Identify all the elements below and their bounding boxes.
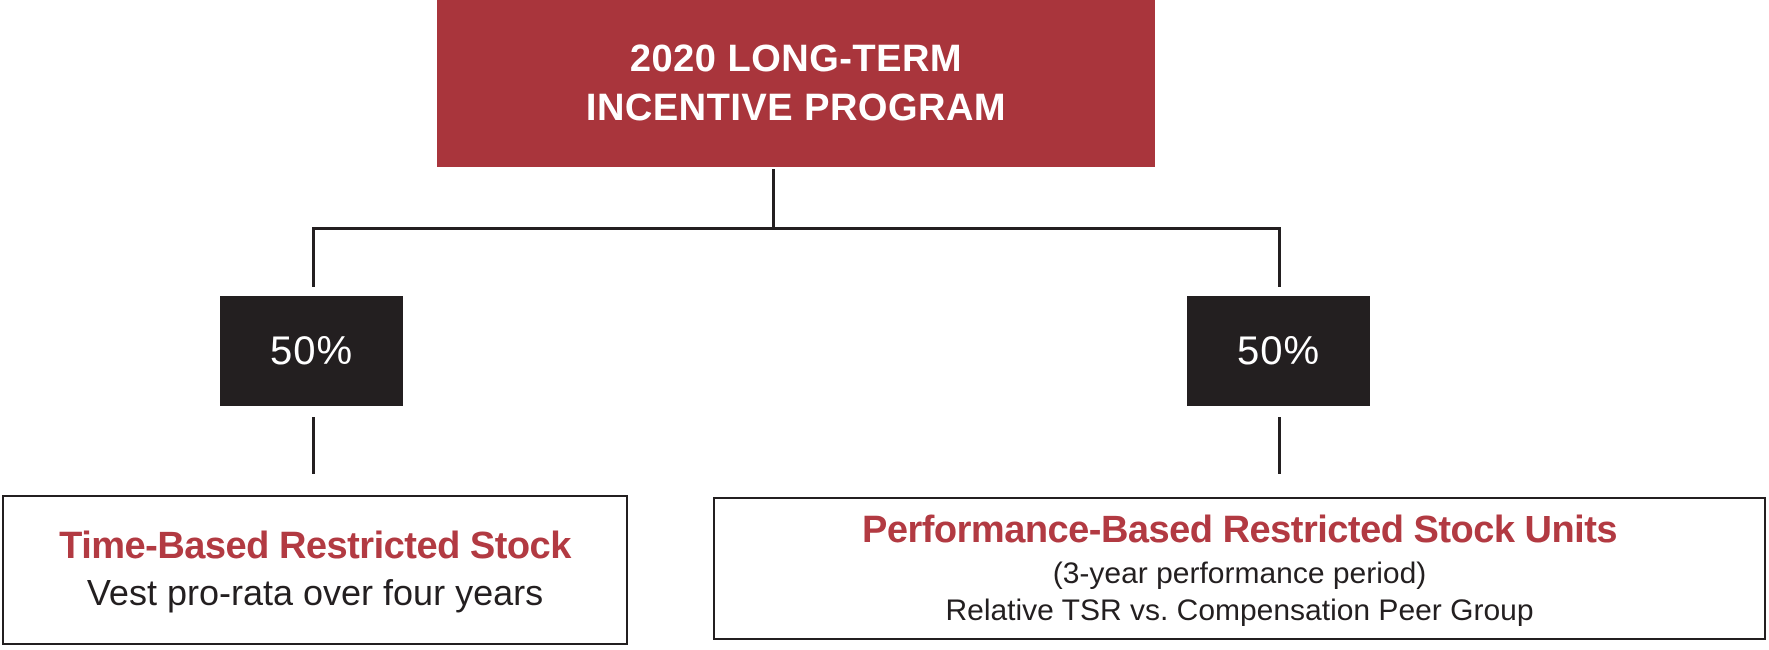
root-node-long-term-incentive-program: 2020 LONG-TERM INCENTIVE PROGRAM [437, 0, 1155, 167]
right-percent-label: 50% [1236, 328, 1321, 373]
time-based-subtitle: Vest pro-rata over four years [86, 572, 544, 614]
root-title-line-2: INCENTIVE PROGRAM [585, 86, 1007, 129]
connector-root-vertical [772, 169, 775, 227]
connector-right-lower-vertical [1278, 417, 1281, 474]
performance-period-subtitle: (3-year performance period) [1052, 556, 1427, 590]
connector-left-upper-vertical [312, 229, 315, 287]
root-title-line-1: 2020 LONG-TERM [629, 37, 963, 80]
performance-based-rsu-node: Performance-Based Restricted Stock Units… [713, 497, 1766, 640]
left-percent-node: 50% [220, 296, 403, 406]
time-based-title: Time-Based Restricted Stock [59, 524, 571, 567]
connector-right-upper-vertical [1278, 229, 1281, 287]
performance-based-title: Performance-Based Restricted Stock Units [861, 509, 1618, 552]
connector-horizontal-branch [312, 227, 1281, 230]
time-based-restricted-stock-node: Time-Based Restricted Stock Vest pro-rat… [2, 495, 628, 645]
relative-tsr-subtitle: Relative TSR vs. Compensation Peer Group [945, 594, 1534, 628]
connector-left-lower-vertical [312, 417, 315, 474]
left-percent-label: 50% [269, 328, 354, 373]
right-percent-node: 50% [1187, 296, 1370, 406]
